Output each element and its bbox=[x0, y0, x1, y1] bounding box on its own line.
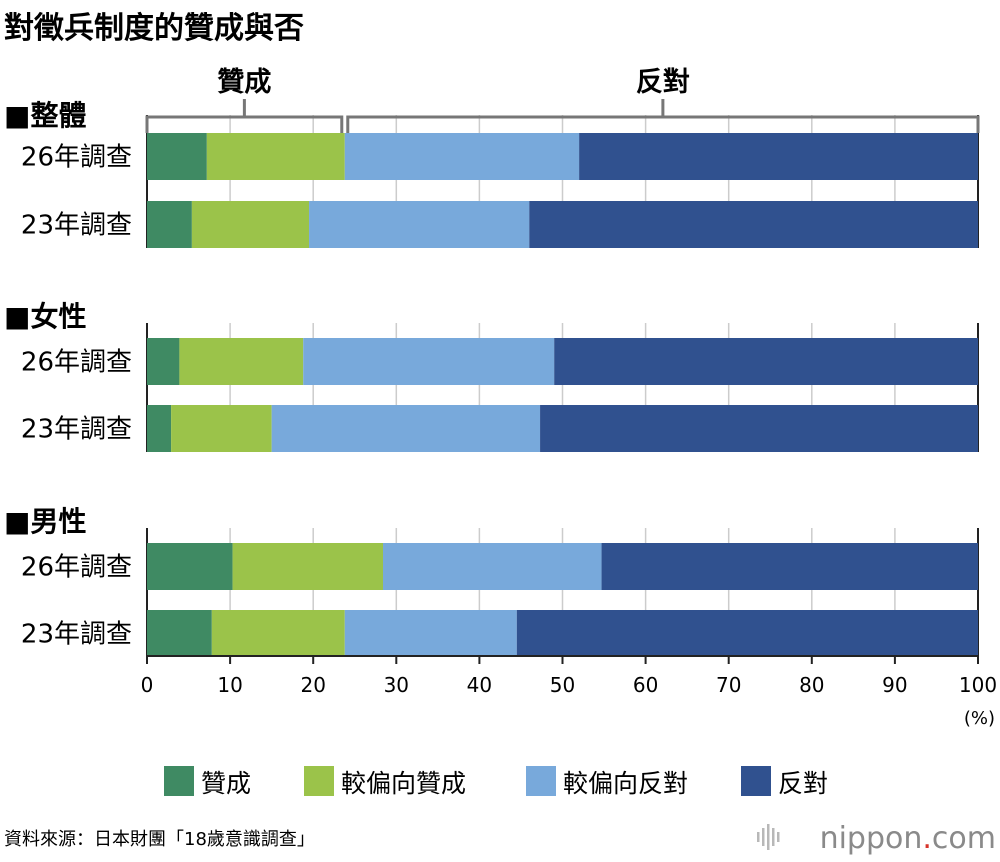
legend-label: 較偏向贊成 bbox=[341, 769, 466, 798]
bracket-label: 贊成 bbox=[217, 67, 271, 98]
bar-segment bbox=[309, 201, 530, 248]
x-tick-label: 80 bbox=[799, 673, 824, 697]
x-tick-label: 20 bbox=[300, 673, 325, 697]
group-labels: ■整體 ■女性 ■男性 bbox=[4, 99, 86, 538]
bar-segment bbox=[344, 610, 517, 657]
bracket-label: 反對 bbox=[636, 67, 690, 98]
bar-segment bbox=[529, 201, 978, 248]
legend: 贊成 較偏向贊成 較偏向反對 反對 bbox=[164, 766, 828, 798]
legend-swatch bbox=[304, 766, 334, 796]
bar-segment bbox=[206, 133, 345, 180]
bracket bbox=[346, 115, 980, 133]
bar-segment bbox=[147, 338, 180, 385]
legend-swatch bbox=[526, 766, 556, 796]
logo-mark bbox=[757, 824, 780, 850]
bar-segment bbox=[516, 610, 978, 657]
legend-label: 較偏向反對 bbox=[563, 769, 688, 798]
row-labels: 26年調查 23年調查 26年調查 23年調查 26年調查 23年調查 bbox=[21, 143, 132, 650]
x-tick-label: 40 bbox=[467, 673, 492, 697]
bar-segment bbox=[303, 338, 555, 385]
x-tick-label: 100 bbox=[959, 673, 997, 697]
bar-segment bbox=[554, 338, 978, 385]
row-label: 23年調查 bbox=[21, 620, 132, 650]
x-tick-label: 60 bbox=[633, 673, 658, 697]
unit-label: (%) bbox=[964, 708, 995, 729]
bar-segment bbox=[344, 133, 580, 180]
x-tick-label: 90 bbox=[882, 673, 907, 697]
bars bbox=[147, 133, 978, 657]
chart-title: 對徵兵制度的贊成與否 bbox=[4, 11, 304, 46]
bar-segment bbox=[601, 543, 978, 590]
brackets: 贊成 反對 bbox=[145, 67, 980, 133]
x-tick-label: 70 bbox=[716, 673, 741, 697]
bar-segment bbox=[232, 543, 384, 590]
nippon-logo: nippon.com bbox=[757, 821, 996, 856]
x-tick-label: 10 bbox=[217, 673, 242, 697]
legend-label: 反對 bbox=[778, 769, 828, 798]
logo-text: nippon.com bbox=[820, 821, 996, 856]
group-label: ■男性 bbox=[4, 505, 86, 538]
legend-label: 贊成 bbox=[201, 769, 251, 798]
bar-segment bbox=[147, 405, 172, 452]
bar-segment bbox=[147, 610, 212, 657]
bar-segment bbox=[579, 133, 978, 180]
bar-segment bbox=[179, 338, 304, 385]
bar-segment bbox=[147, 543, 233, 590]
legend-swatch bbox=[164, 766, 194, 796]
row-label: 23年調查 bbox=[21, 415, 132, 445]
bar-segment bbox=[191, 201, 310, 248]
bar-segment bbox=[171, 405, 272, 452]
bar-segment bbox=[147, 201, 192, 248]
row-label: 23年調查 bbox=[21, 211, 132, 241]
bar-segment bbox=[383, 543, 602, 590]
bar-segment bbox=[271, 405, 541, 452]
bar-segment bbox=[147, 133, 207, 180]
legend-swatch bbox=[741, 766, 771, 796]
bar-segment bbox=[211, 610, 345, 657]
row-label: 26年調查 bbox=[21, 348, 132, 378]
x-tick-label: 0 bbox=[141, 673, 154, 697]
x-tick-label: 50 bbox=[550, 673, 575, 697]
x-axis: 0 10 20 30 40 50 60 70 80 90 100 bbox=[141, 655, 997, 697]
row-label: 26年調查 bbox=[21, 143, 132, 173]
group-label: ■整體 bbox=[4, 99, 86, 132]
group-label: ■女性 bbox=[4, 300, 86, 333]
bar-segment bbox=[540, 405, 978, 452]
source-note: 資料來源：日本財團「18歲意識調查」 bbox=[4, 829, 315, 850]
row-label: 26年調查 bbox=[21, 553, 132, 583]
x-tick-label: 30 bbox=[384, 673, 409, 697]
